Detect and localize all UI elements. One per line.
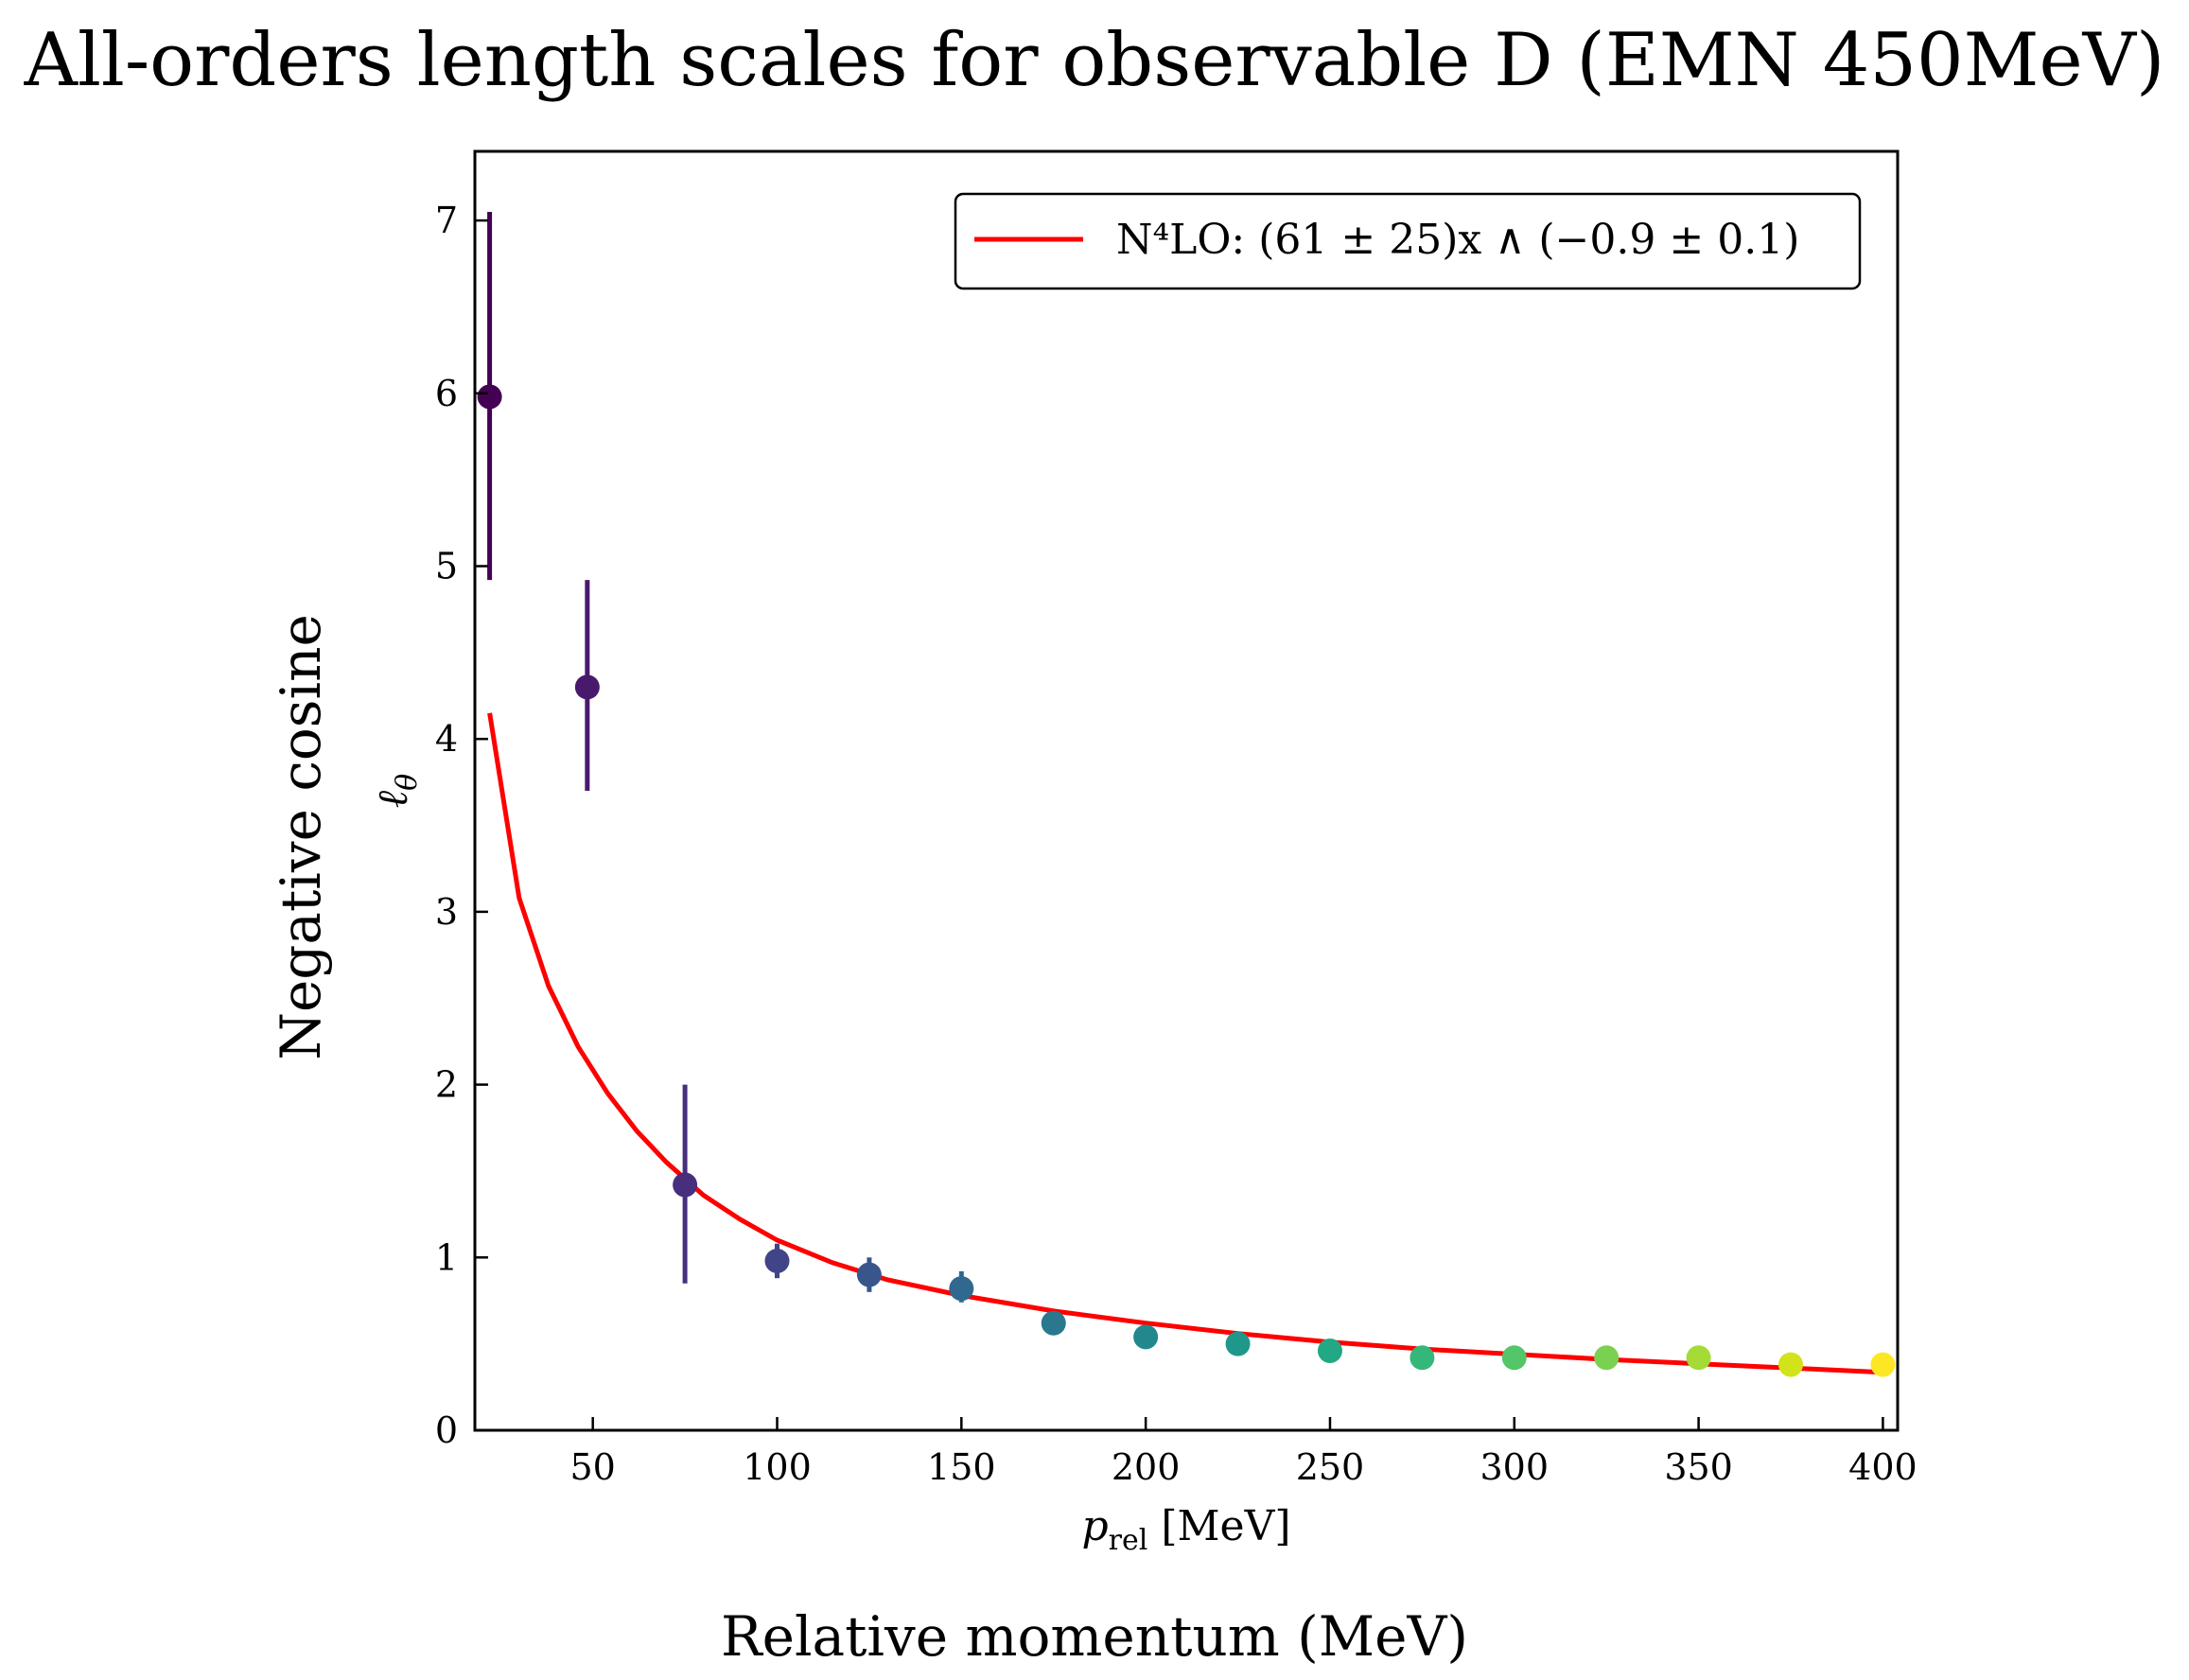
y-tick-label: 3 bbox=[435, 891, 458, 933]
y-tick-label: 2 bbox=[435, 1064, 458, 1106]
legend: N⁴LO: (61 ± 25)x ∧ (−0.9 ± 0.1) bbox=[955, 194, 1860, 289]
x-tick-label: 400 bbox=[1848, 1446, 1918, 1488]
y-tick-label: 7 bbox=[435, 200, 458, 241]
data-point bbox=[1226, 1332, 1251, 1356]
data-point bbox=[1133, 1324, 1158, 1349]
axes-frame bbox=[475, 151, 1898, 1430]
y-tick-label: 4 bbox=[435, 718, 458, 760]
x-tick-label: 100 bbox=[743, 1446, 812, 1488]
x-tick-label: 250 bbox=[1296, 1446, 1365, 1488]
x-tick-label: 300 bbox=[1480, 1446, 1550, 1488]
x-axis-label-sub: rel bbox=[1109, 1524, 1148, 1557]
fit-curve-layer bbox=[490, 713, 1883, 1373]
data-point bbox=[478, 384, 502, 409]
data-point bbox=[1042, 1311, 1066, 1336]
outer-x-label: Relative momentum (MeV) bbox=[721, 1604, 1468, 1669]
figure-title: All-orders length scales for observable … bbox=[24, 18, 2165, 103]
errorbar-layer bbox=[490, 212, 962, 1303]
data-point bbox=[1687, 1345, 1711, 1370]
x-tick-label: 200 bbox=[1112, 1446, 1181, 1488]
x-axis-label-unit: [MeV] bbox=[1161, 1502, 1290, 1550]
legend-label-fit: N⁴LO: (61 ± 25)x ∧ (−0.9 ± 0.1) bbox=[1116, 216, 1799, 264]
data-point bbox=[1410, 1345, 1434, 1370]
data-point bbox=[673, 1173, 697, 1198]
plot-area: 50 100 150 200 250 300 350 400 0 1 2 3 4 5 6 7 prel [M… bbox=[369, 151, 1918, 1557]
y-tick-layer: 0 1 2 3 4 5 6 7 bbox=[435, 200, 488, 1451]
x-axis-label-var: p bbox=[1081, 1502, 1108, 1550]
data-point bbox=[575, 674, 600, 699]
y-axis-label-var: ℓ bbox=[369, 790, 417, 808]
x-tick-label: 150 bbox=[927, 1446, 996, 1488]
data-point bbox=[1594, 1345, 1619, 1370]
svg-text:ℓθ: ℓθ bbox=[369, 774, 424, 808]
data-point-layer bbox=[478, 384, 1896, 1376]
x-tick-layer: 50 100 150 200 250 300 350 400 bbox=[570, 1417, 1918, 1488]
data-point bbox=[1870, 1353, 1895, 1377]
y-tick-label: 1 bbox=[435, 1236, 458, 1278]
y-axis-label: ℓθ bbox=[369, 774, 424, 808]
data-point bbox=[949, 1276, 973, 1301]
data-point bbox=[765, 1249, 790, 1273]
data-point bbox=[1502, 1345, 1527, 1370]
y-tick-label: 0 bbox=[435, 1409, 458, 1451]
fit-curve-line bbox=[490, 713, 1883, 1373]
x-tick-label: 50 bbox=[570, 1446, 616, 1488]
outer-y-label: Negative cosine bbox=[269, 614, 333, 1060]
data-point bbox=[1318, 1339, 1342, 1363]
y-tick-label: 5 bbox=[435, 545, 458, 586]
y-axis-label-sub: θ bbox=[391, 774, 424, 791]
x-axis-label: prel [MeV] bbox=[1081, 1502, 1290, 1557]
y-tick-label: 6 bbox=[435, 373, 458, 414]
data-point bbox=[857, 1263, 882, 1287]
x-tick-label: 350 bbox=[1664, 1446, 1733, 1488]
data-point bbox=[1778, 1353, 1803, 1377]
